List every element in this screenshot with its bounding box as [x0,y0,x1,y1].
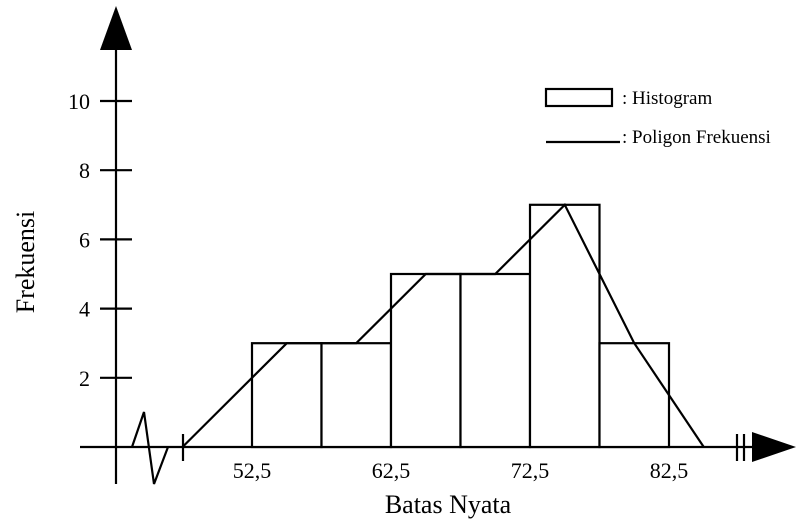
histogram-bar-2 [320,342,393,449]
y-tick-label-6: 6 [79,227,90,252]
legend: : Histogram : Poligon Frekuensi [544,87,771,148]
y-axis-title: Frekuensi [11,211,40,314]
y-ticks: 2 4 6 8 10 [68,89,132,391]
x-ticks: 52,5 62,5 72,5 82,5 [233,458,689,483]
y-tick-label-2: 2 [79,366,90,391]
legend-polygon-label: : Poligon Frekuensi [622,127,771,148]
axis-break-zigzag-icon [130,411,170,485]
x-tick-label-1: 62,5 [372,458,411,483]
histogram-bar-1 [250,342,323,449]
y-tick-label-4: 4 [79,297,90,322]
histogram-bar-3 [389,272,462,449]
y-axis-arrow-icon [100,6,132,50]
y-tick-label-8: 8 [79,158,90,183]
x-tick-label-2: 72,5 [511,458,550,483]
polygon-line [181,202,705,448]
frequency-polygon [181,202,705,448]
y-axis [100,6,132,484]
y-tick-label-10: 10 [68,89,90,114]
x-axis-arrow-icon [752,432,796,462]
x-tick-label-0: 52,5 [233,458,272,483]
legend-histogram-label: : Histogram [622,88,712,109]
legend-histogram-swatch [544,87,614,108]
histogram-bar-6 [598,342,671,449]
histogram-bars [250,203,671,449]
histogram-bar-5 [528,203,601,449]
x-tick-label-3: 82,5 [650,458,689,483]
histogram-bar-4 [459,272,532,449]
x-axis-title: Batas Nyata [385,490,512,519]
